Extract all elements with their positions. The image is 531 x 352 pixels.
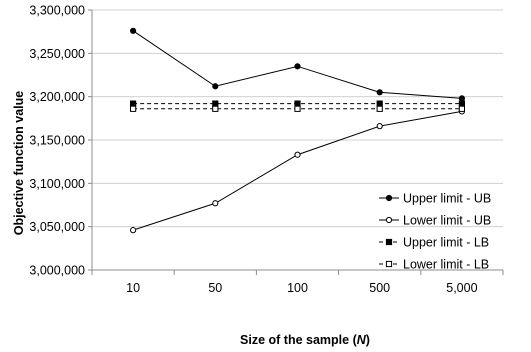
x-tick-label: 5,000 — [446, 281, 477, 295]
y-tick-label: 3,100,000 — [29, 177, 85, 191]
x-tick-label: 50 — [208, 281, 222, 295]
data-point — [376, 123, 383, 130]
y-axis-title: Objective function value — [12, 91, 26, 236]
data-point — [130, 227, 137, 234]
data-point — [212, 105, 219, 112]
y-tick-label: 3,300,000 — [29, 4, 85, 18]
x-tick-label: 10 — [126, 281, 140, 295]
gridlines — [92, 9, 503, 228]
y-tick-label: 3,000,000 — [29, 264, 85, 278]
data-point — [294, 151, 301, 158]
axes — [88, 9, 504, 275]
data-point — [212, 100, 219, 107]
legend-label: Upper limit - UB — [403, 192, 491, 206]
legend-marker — [385, 238, 393, 246]
data-point — [376, 105, 383, 112]
x-tick-label: 500 — [369, 281, 390, 295]
y-tick-label: 3,150,000 — [29, 134, 85, 148]
y-tick-label: 3,050,000 — [29, 220, 85, 234]
data-point — [376, 89, 383, 96]
data-point — [458, 100, 465, 107]
data-point — [130, 27, 137, 34]
data-point — [458, 95, 465, 102]
legend-label: Lower limit - LB — [403, 258, 489, 272]
y-tick-label: 3,250,000 — [29, 47, 85, 61]
data-point — [130, 100, 137, 107]
y-tick-label: 3,200,000 — [29, 90, 85, 104]
legend: Upper limit - UB Lower limit - UB Upper li… — [379, 192, 491, 272]
data-point — [376, 100, 383, 107]
x-axis-title-end: ) — [366, 333, 370, 347]
data-point — [458, 105, 465, 112]
y-tick-labels: 3,000,000 3,050,000 3,100,000 3,150,000 3,20… — [29, 4, 85, 278]
legend-marker — [385, 260, 393, 268]
legend-label: Upper limit - LB — [403, 236, 489, 250]
data-point — [130, 105, 137, 112]
data-point — [212, 83, 219, 90]
series-line — [132, 110, 462, 231]
x-tick-labels: 10 50 100 500 5,000 — [126, 281, 477, 295]
series-group — [130, 27, 465, 234]
x-axis-title: Size of the sample (N) — [240, 333, 370, 347]
x-axis-title-variable: N — [357, 333, 367, 347]
x-axis-title-main: Size of the sample ( — [240, 333, 358, 347]
data-point — [294, 105, 301, 112]
legend-marker — [385, 216, 393, 224]
legend-marker — [385, 194, 393, 202]
data-point — [294, 63, 301, 70]
x-tick-label: 100 — [287, 281, 308, 295]
data-point — [294, 100, 301, 107]
data-point — [212, 200, 219, 207]
legend-label: Lower limit - UB — [403, 214, 491, 228]
